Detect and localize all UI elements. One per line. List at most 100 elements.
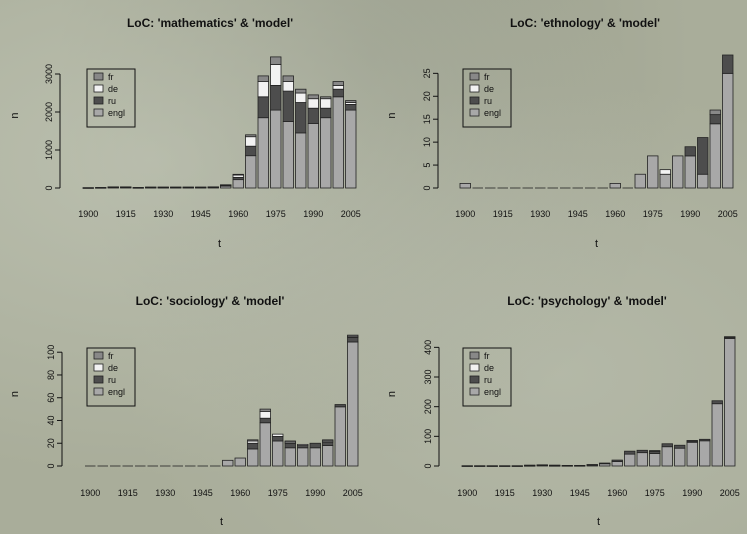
bar-ru-1935 bbox=[549, 464, 561, 467]
x-tick-label: 1960 bbox=[605, 209, 625, 219]
bar-engl-1970 bbox=[257, 117, 269, 189]
bar-ru-2005 bbox=[345, 104, 357, 111]
chart-title: LoC: 'psychology' & 'model' bbox=[507, 294, 667, 308]
bar-ru-1935 bbox=[170, 186, 182, 189]
y-axis-label: n bbox=[386, 112, 398, 118]
bar-engl-1920 bbox=[132, 187, 144, 189]
y-tick-label: 60 bbox=[46, 393, 56, 403]
bar-ru-1995 bbox=[699, 438, 711, 442]
legend-label-ru: ru bbox=[108, 96, 116, 106]
bar-fr-1970 bbox=[257, 75, 269, 83]
bar-de-2005 bbox=[724, 336, 736, 338]
legend-swatch-ru bbox=[93, 375, 104, 384]
legend-label-fr: fr bbox=[484, 72, 490, 82]
legend-label-de: de bbox=[484, 363, 494, 373]
bar-engl-1900 bbox=[461, 465, 473, 467]
x-tick-label: 1990 bbox=[303, 209, 323, 219]
bar-engl-1975 bbox=[647, 155, 659, 189]
bar-engl-1920 bbox=[511, 465, 523, 467]
bar-ru-1980 bbox=[284, 442, 296, 449]
bar-ru-2000 bbox=[709, 114, 721, 125]
bar-fr-1995 bbox=[320, 96, 332, 100]
bar-engl-2005 bbox=[345, 109, 357, 189]
bar-ru-1925 bbox=[145, 186, 157, 189]
bar-fr-1960 bbox=[232, 173, 244, 176]
bar-engl-1990 bbox=[309, 447, 321, 467]
x-tick-label: 1945 bbox=[193, 488, 213, 498]
bar-ru-1970 bbox=[259, 417, 271, 424]
bar-ru-1930 bbox=[157, 186, 169, 189]
legend-swatch-fr bbox=[93, 351, 104, 360]
x-tick-label: 1975 bbox=[268, 488, 288, 498]
chart-panel-4: LoC: 'psychology' & 'model' 0 100 200 300 400… bbox=[386, 294, 740, 528]
legend-swatch-ru bbox=[469, 96, 480, 105]
bar-fr-1970 bbox=[259, 408, 271, 412]
bar-ru-2005 bbox=[347, 337, 359, 343]
bar-engl-1965 bbox=[624, 453, 636, 467]
bar-ru-1995 bbox=[320, 107, 332, 119]
legend-label-engl: engl bbox=[108, 108, 125, 118]
legend-label-engl: engl bbox=[484, 108, 501, 118]
x-tick-label: 1975 bbox=[645, 488, 665, 498]
x-tick-label: 1990 bbox=[682, 488, 702, 498]
x-tick-label: 2005 bbox=[341, 209, 361, 219]
legend-box bbox=[462, 68, 512, 128]
bar-ru-1930 bbox=[536, 464, 548, 467]
bar-ru-1965 bbox=[247, 442, 259, 450]
legend-swatch-engl bbox=[93, 108, 104, 117]
x-tick-label: 1945 bbox=[570, 488, 590, 498]
bar-ru-1990 bbox=[307, 107, 319, 124]
bar-engl-1970 bbox=[634, 173, 646, 189]
bar-engl-1995 bbox=[699, 440, 711, 467]
bar-engl-1980 bbox=[661, 446, 673, 467]
bar-de-1975 bbox=[270, 64, 282, 86]
legend-label-ru: ru bbox=[484, 96, 492, 106]
bar-ru-2000 bbox=[334, 404, 346, 408]
y-tick-label: 2000 bbox=[44, 102, 54, 122]
bar-ru-1975 bbox=[272, 436, 284, 442]
chart-panel-1: LoC: 'mathematics' & 'model' 0 1000 2000 300… bbox=[9, 16, 361, 250]
legend-label-ru: ru bbox=[108, 375, 116, 385]
bar-engl-1985 bbox=[295, 132, 307, 189]
bar-ru-2000 bbox=[332, 88, 344, 98]
bar-de-1975 bbox=[272, 433, 284, 437]
legend: fr de ru engl bbox=[462, 68, 512, 128]
bar-de-1980 bbox=[282, 81, 294, 92]
bar-de-1970 bbox=[257, 81, 269, 98]
bar-engl-1985 bbox=[674, 447, 686, 467]
bar-engl-1995 bbox=[322, 445, 334, 467]
legend-label-engl: engl bbox=[108, 387, 125, 397]
bar-ru-1970 bbox=[257, 96, 269, 119]
x-tick-label: 1915 bbox=[493, 209, 513, 219]
legend-label-fr: fr bbox=[484, 351, 490, 361]
legend-box bbox=[462, 347, 512, 407]
y-tick-label: 20 bbox=[46, 438, 56, 448]
bar-engl-1960 bbox=[234, 457, 246, 467]
bar-engl-1900 bbox=[459, 183, 471, 189]
bar-ru-1965 bbox=[624, 450, 636, 455]
legend-box bbox=[86, 347, 136, 407]
y-axis-label: n bbox=[9, 112, 21, 118]
bar-ru-1915 bbox=[120, 186, 132, 189]
bar-fr-1985 bbox=[295, 88, 307, 94]
chart-title: LoC: 'mathematics' & 'model' bbox=[127, 16, 293, 30]
bar-ru-1990 bbox=[684, 146, 696, 157]
x-tick-label: 1900 bbox=[457, 488, 477, 498]
legend: fr de ru engl bbox=[462, 347, 512, 407]
bar-de-1990 bbox=[307, 98, 319, 109]
legend-label-de: de bbox=[108, 84, 118, 94]
bar-engl-1960 bbox=[232, 179, 244, 189]
y-tick-label: 25 bbox=[422, 68, 432, 78]
bar-engl-1975 bbox=[649, 453, 661, 467]
bar-ru-1965 bbox=[245, 145, 257, 157]
bar-engl-1985 bbox=[672, 155, 684, 189]
y-axis-label: n bbox=[386, 391, 398, 397]
bar-fr-2000 bbox=[332, 81, 344, 86]
bar-de-1985 bbox=[295, 92, 307, 103]
bar-engl-1990 bbox=[686, 441, 698, 467]
bar-engl-1995 bbox=[697, 173, 709, 189]
x-axis-label: t bbox=[597, 516, 600, 528]
bar-fr-1965 bbox=[247, 439, 259, 442]
bar-engl-1980 bbox=[659, 173, 671, 189]
bar-engl-1905 bbox=[474, 465, 486, 467]
